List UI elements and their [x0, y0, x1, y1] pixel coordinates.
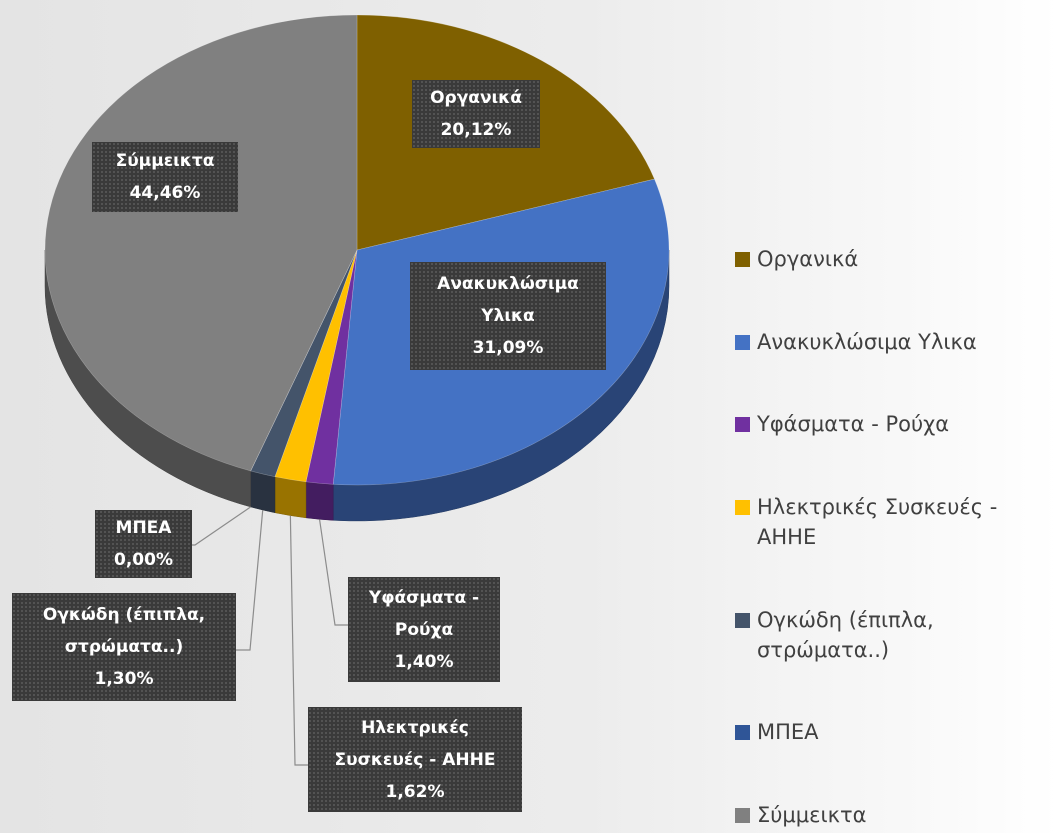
legend-item: Υφάσματα - Ρούχα: [735, 409, 1055, 439]
data-label-value: 1,40%: [394, 651, 454, 672]
legend-label: Ανακυκλώσιμα Υλικα: [757, 329, 977, 354]
slice: [274, 249, 358, 483]
legend-label: ΜΠΕΑ: [757, 720, 819, 745]
legend-label: Ηλεκτρικές Συσκευές - ΑΗΗΕ: [757, 494, 998, 549]
data-label: Ανακυκλώσιμα Υλικα 31,09%: [410, 262, 606, 370]
leader-line: [289, 515, 308, 766]
data-label-category: Υφάσματα - Ρούχα: [368, 587, 480, 640]
legend-item: Ανακυκλώσιμα Υλικα: [735, 327, 1055, 357]
legend-swatch: [735, 252, 750, 267]
data-label: Υφάσματα - Ρούχα 1,40%: [348, 577, 500, 682]
legend-item: Ηλεκτρικές Συσκευές - ΑΗΗΕ: [735, 492, 1055, 552]
data-label-value: 1,62%: [385, 781, 445, 802]
data-label-category: Σύμμεικτα: [115, 151, 215, 171]
legend-swatch: [735, 417, 750, 433]
data-label: Οργανικά 20,12%: [412, 80, 540, 148]
leader-line: [236, 509, 264, 651]
data-label-value: 31,09%: [472, 338, 544, 358]
data-label-value: 20,12%: [440, 120, 512, 140]
data-label-value: 44,46%: [129, 183, 201, 203]
data-label-category: Ογκώδη (έπιπλα, στρώματα..): [42, 605, 206, 657]
data-label-category: Ηλεκτρικές Συσκευές - ΑΗΗΕ: [334, 717, 496, 770]
legend-swatch: [735, 499, 750, 515]
legend-swatch: [735, 612, 750, 628]
data-label: Σύμμεικτα 44,46%: [92, 142, 238, 212]
legend-label: Υφάσματα - Ρούχα: [757, 412, 950, 437]
slice-side: [250, 470, 276, 514]
data-label-category: Οργανικά: [430, 88, 522, 108]
data-label: Ηλεκτρικές Συσκευές - ΑΗΗΕ 1,62%: [308, 707, 522, 812]
legend-swatch: [735, 334, 750, 350]
data-label-category: ΜΠΕΑ: [115, 518, 172, 538]
slice: [44, 14, 358, 472]
legend-swatch: [735, 725, 750, 741]
data-label: ΜΠΕΑ 0,00%: [95, 510, 192, 578]
slice-side: [305, 481, 334, 521]
data-label-category: Ανακυκλώσιμα Υλικα: [437, 274, 579, 326]
legend-swatch: [735, 807, 750, 823]
legend-label: Ογκώδη (έπιπλα, στρώματα..): [757, 607, 934, 662]
legend-item: Σύμμεικτα: [735, 800, 1055, 830]
legend-item: ΜΠΕΑ: [735, 717, 1055, 747]
slice: [250, 249, 358, 478]
data-label: Ογκώδη (έπιπλα, στρώματα..) 1,30%: [12, 593, 236, 701]
legend-item: Οργανικά: [735, 244, 1055, 274]
leader-line: [318, 519, 348, 626]
slice-side: [274, 476, 307, 519]
legend-item: Ογκώδη (έπιπλα, στρώματα..): [735, 605, 1055, 665]
legend-label: Οργανικά: [757, 247, 859, 271]
leader-line: [192, 506, 251, 546]
slice: [305, 249, 358, 485]
legend-label: Σύμμεικτα: [757, 802, 867, 827]
data-label-value: 1,30%: [94, 669, 154, 689]
data-label-value: 0,00%: [114, 550, 173, 570]
legend: Οργανικά Ανακυκλώσιμα Υλικα Υφάσματα - Ρού…: [735, 244, 1055, 830]
